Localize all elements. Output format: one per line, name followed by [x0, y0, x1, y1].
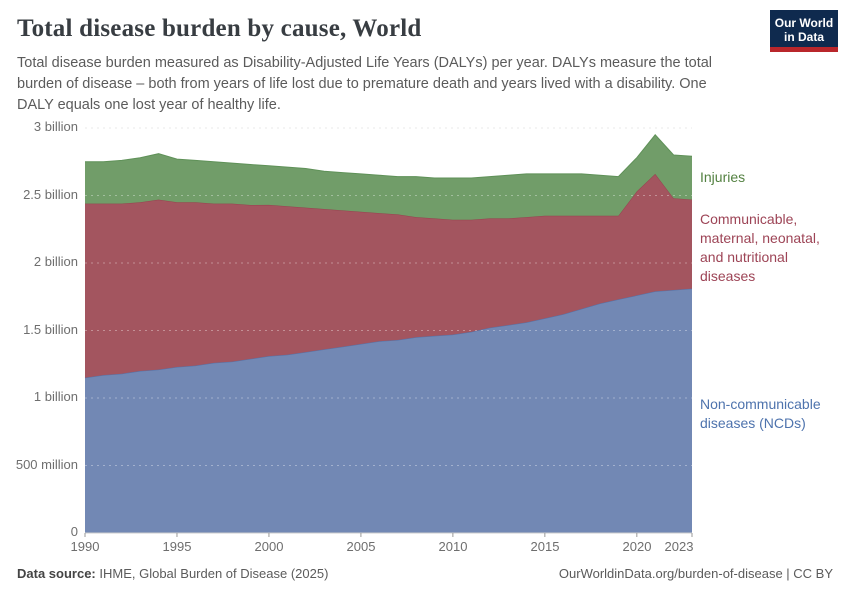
x-axis-tick-label: 2020	[622, 539, 652, 554]
subtitle-line: Total disease burden measured as Disabil…	[17, 55, 713, 71]
x-axis-tick-label: 2000	[254, 539, 284, 554]
x-axis-tick-label: 1990	[70, 539, 100, 554]
legend-item-cmnn[interactable]: Communicable, maternal, neonatal, and nu…	[700, 211, 820, 284]
y-axis-tick-label: 2.5 billion	[23, 186, 78, 202]
x-axis-tick-label: 2005	[346, 539, 376, 554]
y-axis-tick-label: 1.5 billion	[23, 321, 78, 337]
footer-credit-link[interactable]: OurWorldinData.org/burden-of-disease | C…	[558, 566, 833, 581]
y-axis-tick-label: 1 billion	[33, 389, 78, 404]
y-axis-tick-label: 2 billion	[33, 254, 78, 269]
x-axis-tick-label: 2023	[664, 539, 694, 554]
owid-logo-red-bar	[770, 47, 838, 52]
x-axis-tick-label: 2015	[530, 539, 560, 554]
subtitle-line: burden of disease – both from years of l…	[17, 76, 707, 92]
owid-logo-text: Our World in Data	[774, 16, 834, 44]
y-axis-tick-label: 0	[70, 524, 78, 539]
y-axis-tick-label: 3 billion	[33, 119, 78, 134]
subtitle-line: DALY equals one lost year of healthy lif…	[17, 97, 281, 113]
legend-item-injuries[interactable]: Injuries	[700, 169, 746, 185]
chart-title: Total disease burden by cause, World	[17, 15, 422, 42]
data-source-note: Data source: IHME, Global Burden of Dise…	[17, 566, 329, 581]
y-axis-tick-label: 500 million	[15, 456, 78, 472]
owid-logo[interactable]: Our World in Data	[770, 10, 838, 52]
x-axis-tick-label: 1995	[162, 539, 192, 554]
legend-item-ncd[interactable]: Non-communicable diseases (NCDs)	[700, 396, 821, 431]
chart-subtitle: Total disease burden measured as Disabil…	[17, 53, 712, 116]
x-axis-tick-label: 2010	[438, 539, 468, 554]
